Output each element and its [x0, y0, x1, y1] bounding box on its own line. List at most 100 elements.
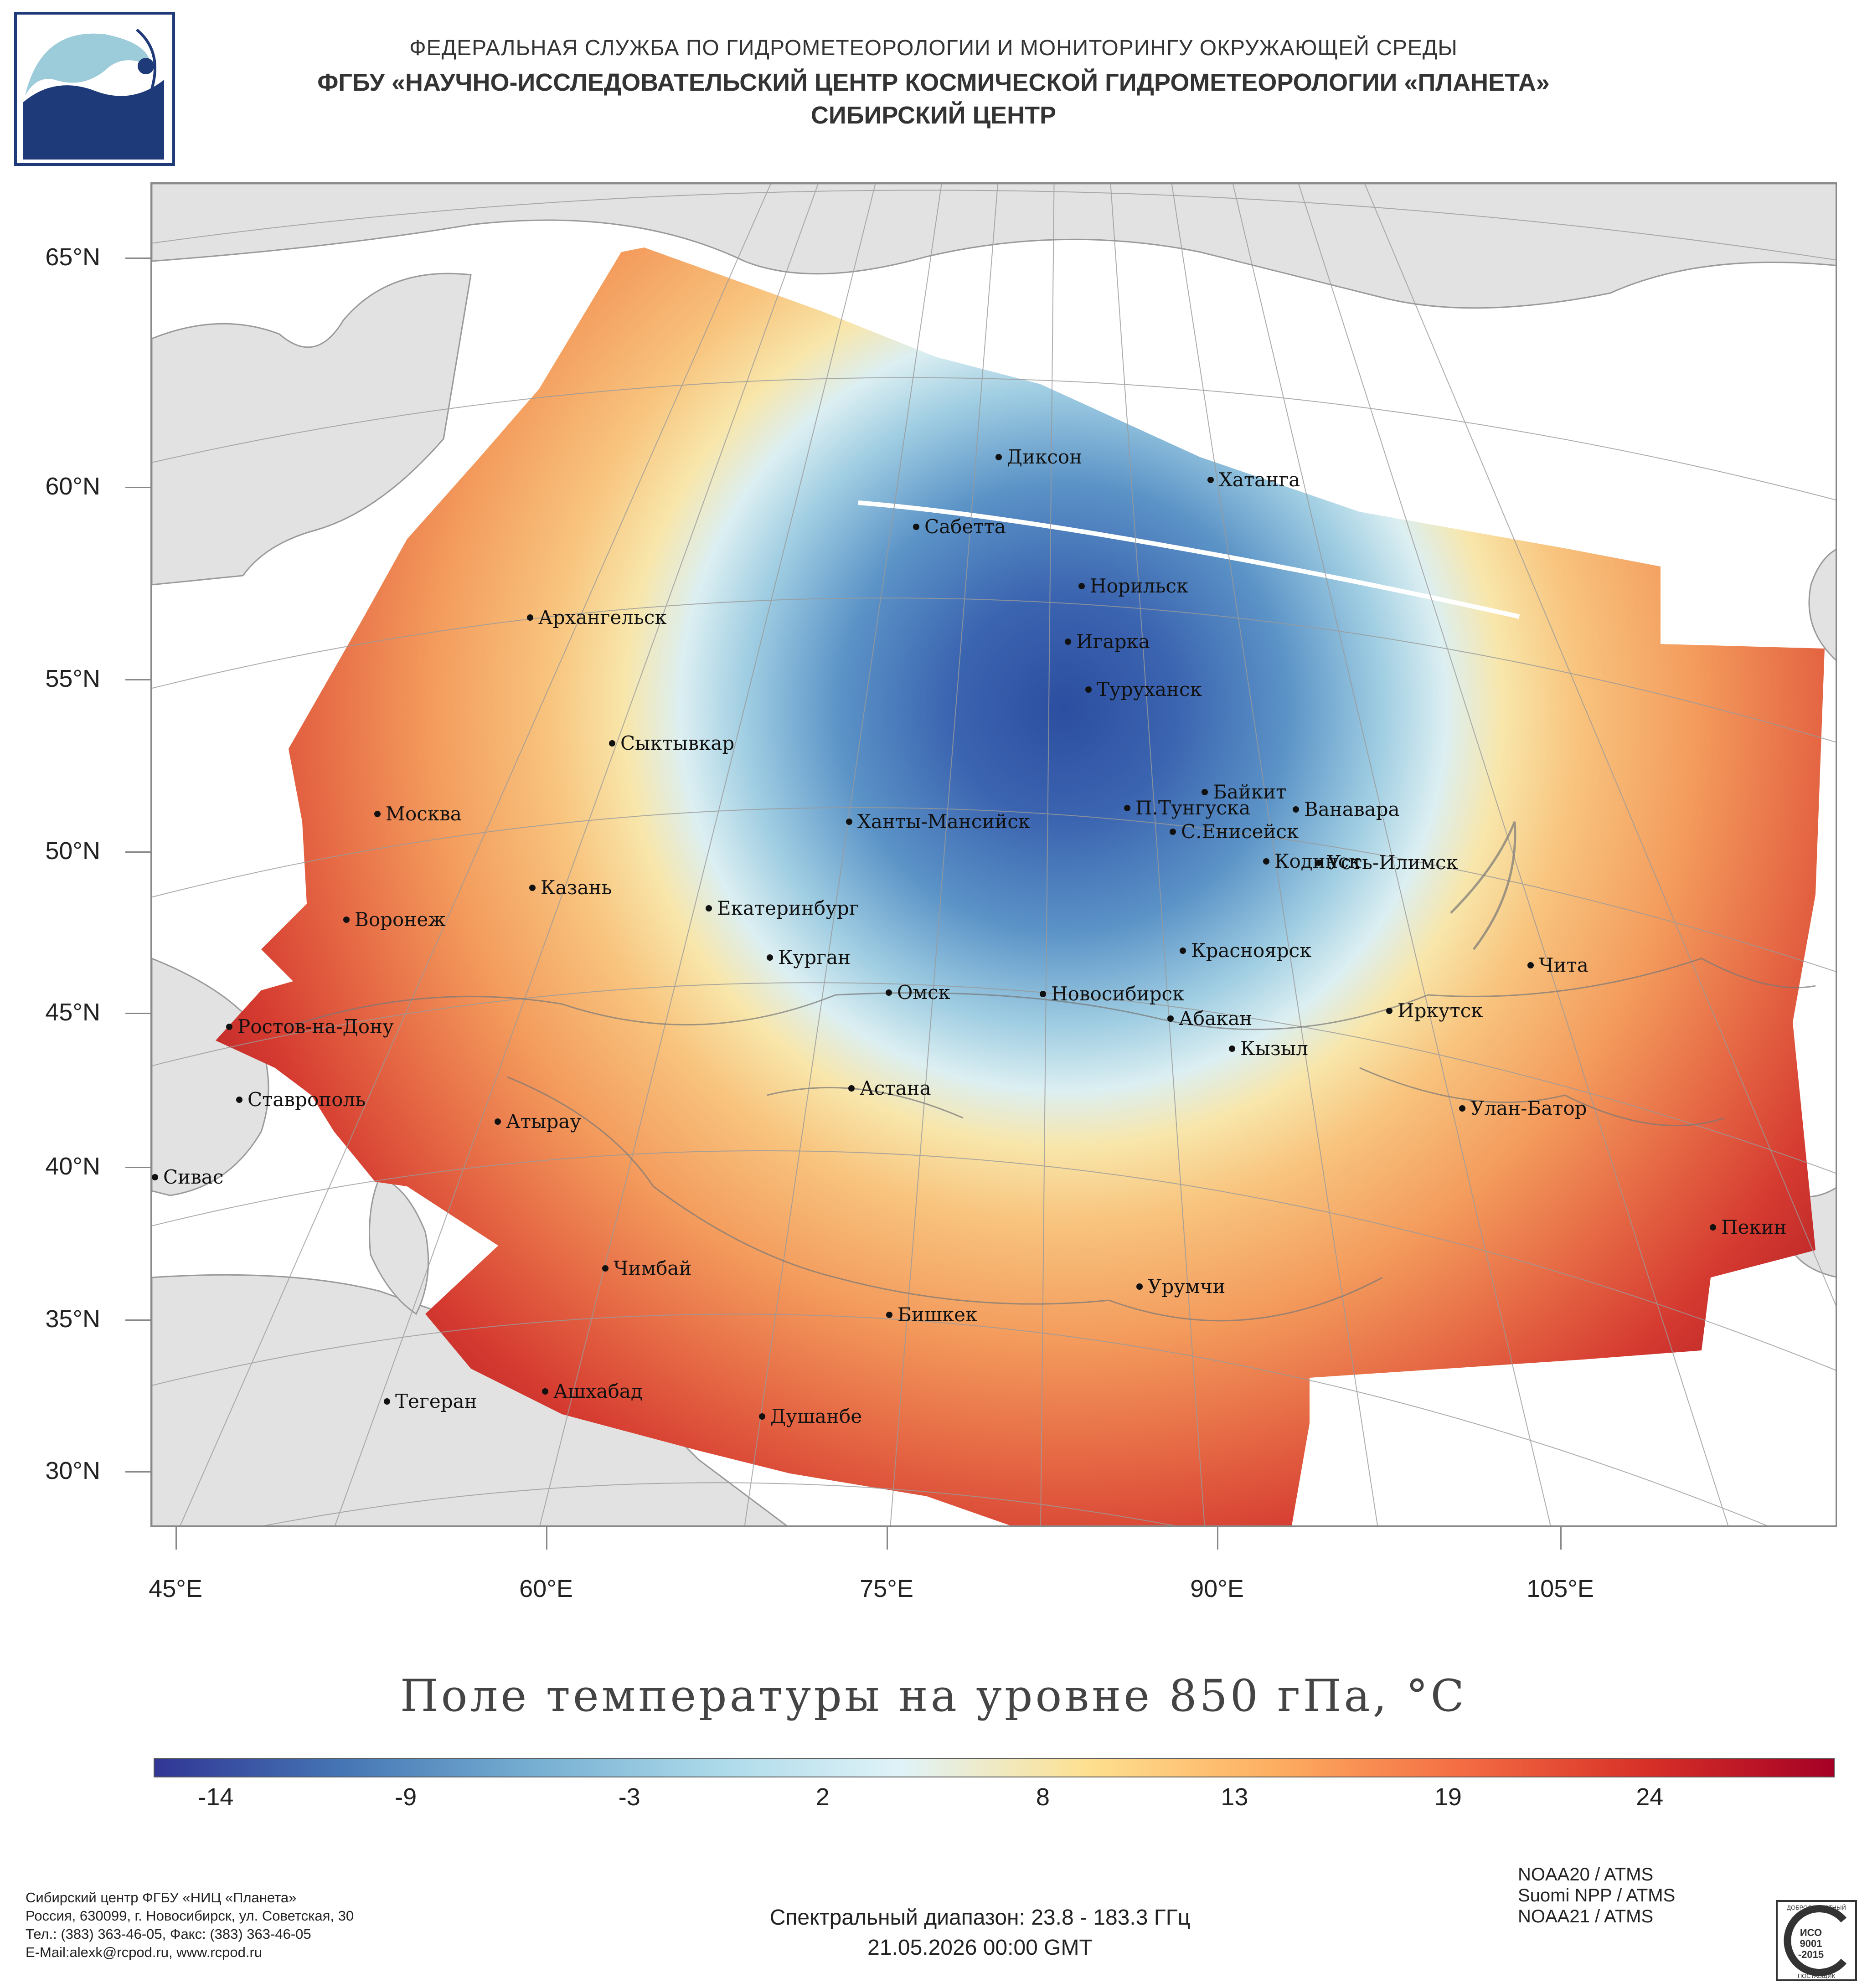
longitude-label: 75°E — [860, 1575, 913, 1602]
city-label: Сабетта — [924, 515, 1006, 538]
latitude-label: 60°N — [45, 473, 100, 500]
colorbar-label: -3 — [618, 1783, 640, 1811]
address-line: E-Mail:alexk@rcpod.ru, www.rcpod.ru — [26, 1944, 263, 1960]
city-label: Абакан — [1179, 1007, 1252, 1030]
city-label: Казань — [541, 876, 612, 899]
city-label: П.Тунгуска — [1135, 797, 1250, 819]
latitude-label: 40°N — [45, 1153, 100, 1180]
city-label: Сивас — [163, 1166, 223, 1188]
colorbar-label: 13 — [1221, 1783, 1248, 1811]
city-label: Новосибирск — [1051, 983, 1184, 1005]
city-marker — [759, 1413, 765, 1420]
city-marker — [152, 1174, 158, 1180]
city-label: Астана — [860, 1077, 931, 1099]
header-line-3: СИБИРСКИЙ ЦЕНТР — [810, 102, 1057, 129]
latitude-tick — [125, 1471, 150, 1473]
city-label: Туруханск — [1097, 678, 1202, 700]
latitude-label: 45°N — [45, 999, 100, 1026]
iso-certificate-badge: ДОБРОСОВЕСТНЫЙ ИСО 9001 -2015 ПОСТАВЩИК — [1776, 1900, 1857, 1981]
colorbar-label: 19 — [1434, 1783, 1462, 1811]
city-label: Архангельск — [538, 606, 667, 628]
city-marker — [1293, 806, 1299, 813]
satellite-list: NOAA20 / ATMS Suomi NPP / ATMS NOAA21 / … — [1518, 1864, 1675, 1927]
city-markers: Диксон Хатанга Сабетта Норильск Архангельск И… — [152, 446, 1787, 1427]
city-marker — [1207, 477, 1214, 483]
city-label: Улан-Батор — [1470, 1097, 1587, 1119]
city-marker — [1180, 948, 1186, 954]
city-label: Ашхабад — [553, 1380, 643, 1402]
city-marker — [1315, 860, 1322, 866]
city-label: Ханты-Мансийск — [857, 810, 1030, 833]
spectral-range: Спектральный диапазон: 23.8 - 183.3 ГГц — [769, 1906, 1191, 1930]
iso-label: ИСО — [1800, 1927, 1822, 1938]
longitude-tick — [1217, 1527, 1218, 1550]
latitude-label: 35°N — [45, 1305, 100, 1333]
city-marker — [1229, 1046, 1235, 1052]
satellite-item: Suomi NPP / ATMS — [1518, 1885, 1676, 1906]
city-marker — [1040, 991, 1046, 997]
city-marker — [609, 740, 615, 747]
iso-number: 9001 — [1800, 1938, 1822, 1949]
city-label: Москва — [386, 803, 462, 825]
city-marker — [495, 1118, 501, 1125]
city-marker — [527, 614, 533, 621]
country-borders — [288, 821, 1816, 1322]
iso-bottom-text: ПОСТАВЩИК — [1798, 1973, 1836, 1979]
city-marker — [529, 885, 536, 891]
address-block: Сибирский центр ФГБУ «НИЦ «Планета» Росс… — [26, 1889, 354, 1962]
satellite-item: NOAA20 / ATMS — [1518, 1864, 1654, 1885]
city-marker — [846, 819, 852, 825]
address-line: Россия, 630099, г. Новосибирск, ул. Сове… — [26, 1908, 354, 1924]
city-marker — [767, 954, 773, 961]
city-label: Байкит — [1213, 781, 1286, 803]
city-marker — [384, 1398, 390, 1405]
longitude-label: 105°E — [1527, 1575, 1594, 1602]
city-label: Диксон — [1007, 446, 1082, 468]
city-label: Курган — [778, 946, 851, 968]
city-label: Урумчи — [1148, 1275, 1225, 1298]
city-label: Красноярск — [1191, 939, 1311, 962]
longitude-tick — [887, 1527, 888, 1550]
city-marker — [1078, 583, 1085, 589]
latitude-tick — [125, 851, 150, 853]
iso-year: -2015 — [1798, 1949, 1824, 1960]
city-label: Атырау — [506, 1110, 581, 1133]
latitude-tick — [125, 679, 150, 680]
city-label: Ванавара — [1304, 798, 1400, 820]
temperature-map: Диксон Хатанга Сабетта Норильск Архангельск И… — [150, 182, 1837, 1527]
colorbar-label: 2 — [815, 1783, 830, 1811]
city-label: Иркутск — [1398, 999, 1483, 1022]
header-line-1: ФЕДЕРАЛЬНАЯ СЛУЖБА ПО ГИДРОМЕТЕОРОЛОГИИ … — [409, 36, 1458, 60]
city-marker — [706, 905, 712, 912]
colorbar-label: 8 — [1036, 1783, 1050, 1811]
city-label: Душанбе — [770, 1405, 862, 1427]
city-label: Игарка — [1076, 630, 1150, 653]
city-marker — [1710, 1224, 1716, 1231]
longitude-label: 45°E — [149, 1575, 202, 1602]
city-label: Кызыл — [1240, 1037, 1308, 1060]
city-marker — [226, 1024, 232, 1030]
temperature-swath — [216, 247, 1825, 1525]
city-marker — [848, 1085, 855, 1092]
city-marker — [913, 524, 919, 530]
city-marker — [1167, 1015, 1174, 1022]
colorbar-label: -9 — [395, 1783, 417, 1811]
latitude-tick — [125, 1319, 150, 1321]
latitude-label: 30°N — [45, 1457, 100, 1484]
colorbar-label: -14 — [198, 1783, 234, 1811]
city-marker — [602, 1265, 609, 1272]
city-marker — [1065, 639, 1071, 645]
city-marker — [1085, 686, 1092, 693]
longitude-tick — [175, 1527, 177, 1550]
city-label: Омск — [897, 981, 950, 1004]
city-marker — [236, 1097, 242, 1103]
land-background — [152, 184, 1836, 1525]
city-marker — [1136, 1283, 1143, 1290]
address-line: Тел.: (383) 363-46-05, Факс: (383) 363-4… — [26, 1926, 311, 1942]
city-label: Тегеран — [395, 1390, 477, 1412]
spectral-info: Спектральный диапазон: 23.8 - 183.3 ГГц … — [593, 1903, 1367, 1963]
iso-top-text: ДОБРОСОВЕСТНЫЙ — [1787, 1904, 1846, 1911]
header-line-2: ФГБУ «НАУЧНО-ИССЛЕДОВАТЕЛЬСКИЙ ЦЕНТР КОС… — [317, 69, 1550, 96]
city-label: Усть-Илимск — [1327, 851, 1458, 874]
city-label: Пекин — [1721, 1216, 1787, 1238]
